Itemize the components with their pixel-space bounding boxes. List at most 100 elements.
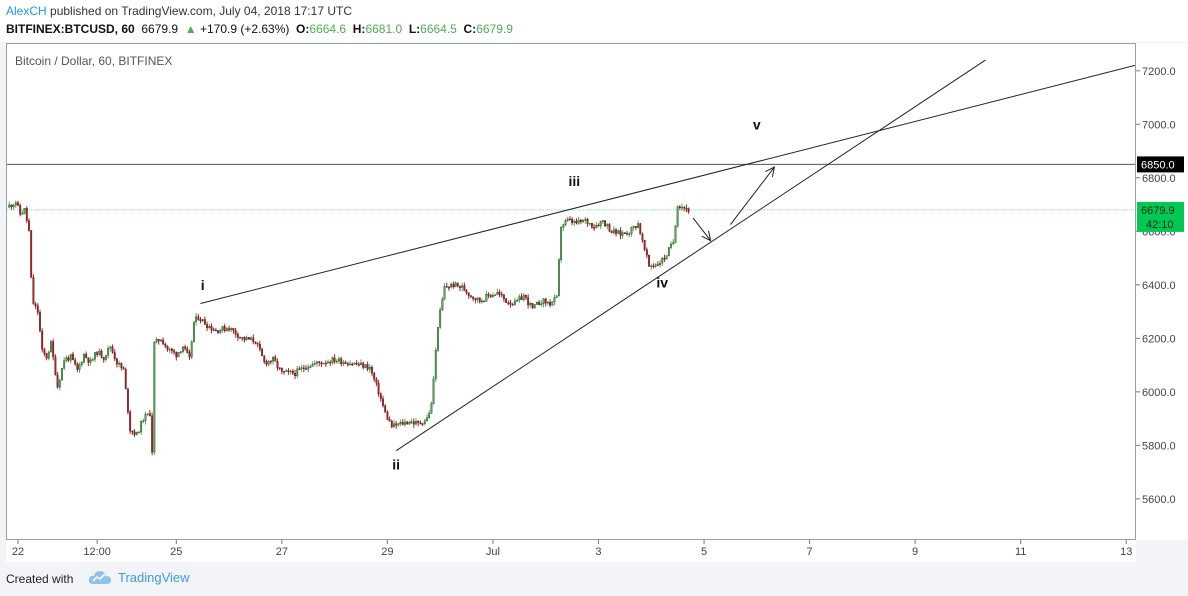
candle-body (667, 247, 670, 256)
candle-body (511, 304, 514, 306)
candle-body (32, 277, 35, 305)
candle-body (287, 370, 290, 372)
candle-body (118, 362, 121, 365)
chart-title: Bitcoin / Dollar, 60, BITFINEX (15, 54, 172, 68)
candle-body (399, 422, 402, 424)
chart-pane[interactable]: i ii iii iv v Bitcoin / Dollar, 60, BITFINEX (6, 43, 1136, 540)
author-link[interactable]: AlexCH (6, 4, 47, 18)
price-tick-label: 5800.0 (1142, 440, 1176, 452)
countdown-label: 42:10 (1146, 219, 1174, 231)
candle-body (285, 370, 288, 373)
candle-body (404, 421, 406, 425)
candle-body (393, 423, 395, 428)
candle-body (340, 358, 343, 365)
time-tick-label: Jul (486, 546, 500, 558)
candle-body (540, 303, 543, 306)
price-tick-label: 7200.0 (1142, 66, 1176, 78)
price-scale: 5600.05800.06000.06200.06400.06600.06800… (1136, 66, 1184, 506)
candle-body (241, 337, 244, 339)
candle-body (630, 227, 633, 234)
candle-body (516, 299, 519, 302)
candle-body (432, 378, 435, 404)
candle-body (637, 223, 639, 228)
candle-body (557, 259, 560, 296)
price-axis[interactable]: 5600.0 5800.0 6000.0 6200.0 6400.0 6600.0 6800… (1136, 43, 1188, 540)
candle-body (632, 226, 635, 228)
candle-body (269, 360, 272, 363)
candle-body (234, 330, 237, 335)
candle-body (421, 423, 424, 425)
candle-body (342, 362, 345, 365)
open-label: O: (296, 22, 310, 36)
candle-body (467, 292, 470, 296)
candle-body (267, 360, 270, 365)
candle-body (500, 293, 503, 296)
candle-body (252, 337, 255, 343)
candle-body (206, 324, 209, 329)
tradingview-link[interactable]: TradingView (88, 569, 190, 585)
candle-body (522, 294, 525, 300)
candle-body (514, 300, 516, 305)
candle-body (107, 348, 110, 356)
candle-body (476, 297, 479, 300)
candle-body (111, 346, 114, 353)
candle-body (546, 301, 549, 304)
candle-body (311, 363, 314, 367)
publish-info: AlexCH published on TradingView.com, Jul… (6, 4, 352, 18)
candle-body (261, 349, 263, 356)
candle-body (685, 207, 688, 210)
candle-body (375, 379, 378, 384)
candle-body (527, 297, 530, 306)
candle-body (65, 357, 68, 361)
candle-body (34, 303, 37, 307)
published-text: published on TradingView.com, July 04, 2… (46, 4, 352, 18)
time-axis[interactable]: 22 12:00 25 27 29 Jul 3 5 7 9 11 13 (6, 540, 1136, 562)
candle-body (661, 257, 664, 264)
candle-body (384, 405, 387, 413)
candle-body (617, 230, 620, 234)
candle-body (430, 403, 433, 414)
candle-body (91, 359, 94, 361)
time-tick-label: 29 (381, 546, 393, 558)
projection-arrow (692, 217, 712, 241)
candle-body (170, 348, 173, 351)
candle-body (452, 283, 455, 288)
candle-body (322, 362, 325, 365)
candle-body (265, 361, 268, 365)
candle-body (434, 350, 437, 380)
candle-body (274, 356, 277, 362)
candle-body (388, 419, 391, 422)
candle-body (538, 302, 541, 306)
candle-body (162, 339, 165, 345)
candle-body (428, 413, 431, 418)
candle-body (503, 294, 505, 299)
symbol-name[interactable]: BITFINEX:BTCUSD, 60 (6, 22, 135, 36)
candle-body (219, 330, 222, 333)
candle-body (535, 302, 538, 305)
candle-body (102, 357, 105, 360)
candle-body (412, 421, 415, 425)
wave-label: ii (392, 456, 400, 472)
candle-body (36, 305, 39, 313)
candle-body (223, 326, 226, 331)
candle-body (474, 298, 477, 300)
candle-body (615, 229, 617, 234)
candle-body (197, 316, 200, 320)
candle-body (450, 283, 453, 288)
candle-body (127, 388, 129, 413)
candle-body (648, 254, 650, 267)
candle-body (584, 218, 587, 221)
candle-body (142, 420, 145, 422)
time-scale: 22 12:00 25 27 29 Jul 3 5 7 9 11 13 (12, 540, 1132, 558)
candle-body (98, 350, 101, 355)
arrow-head-icon (765, 166, 776, 177)
candle-body (599, 221, 602, 227)
candle-body (489, 295, 492, 297)
candle-body (89, 359, 92, 363)
candle-body (687, 208, 690, 212)
candle-body (529, 303, 532, 306)
current-price-label: 6679.9 (1141, 205, 1175, 217)
candle-body (164, 344, 167, 347)
candle-body (116, 358, 118, 365)
